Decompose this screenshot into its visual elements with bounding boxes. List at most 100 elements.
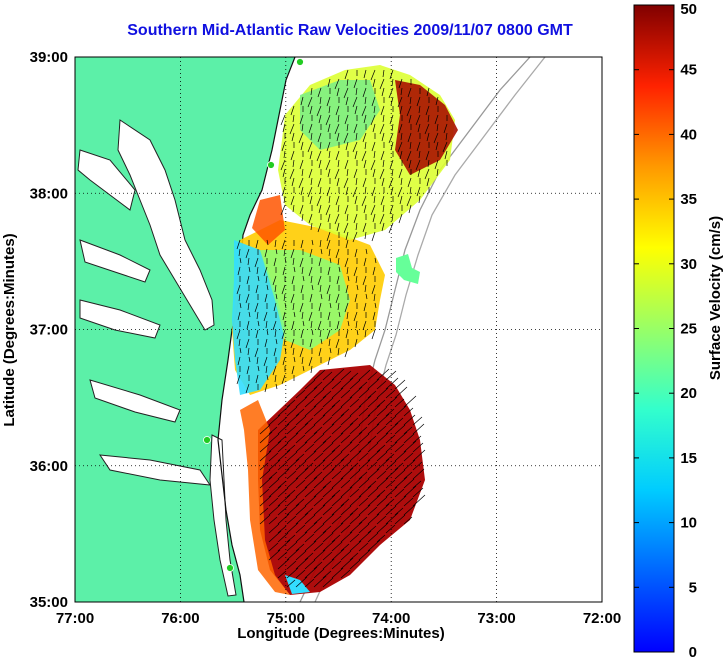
radar-station-marker[interactable] (296, 58, 304, 66)
velocity-arrow (280, 204, 286, 216)
velocity-arrow (367, 468, 380, 480)
velocity-arrow (354, 338, 358, 348)
velocity-arrow (238, 293, 241, 302)
velocity-arrow (331, 548, 345, 561)
velocity-arrow (358, 478, 370, 489)
velocity-arrow (358, 459, 371, 471)
velocity-arrow (380, 150, 385, 161)
velocity-arrow (391, 168, 394, 177)
velocity-arrow (304, 462, 314, 471)
velocity-arrow (345, 96, 349, 106)
velocity-arrow (246, 365, 250, 375)
velocity-arrow (403, 452, 414, 462)
velocity-arrow (317, 132, 322, 143)
velocity-arrow (302, 320, 305, 327)
velocity-arrow (255, 329, 259, 339)
velocity-arrow (376, 477, 389, 489)
velocity-arrow (274, 239, 277, 248)
velocity-arrow (394, 379, 406, 390)
velocity-arrow (299, 347, 304, 358)
velocity-arrow (349, 431, 363, 444)
velocity-arrow (372, 78, 376, 88)
velocity-arrow (322, 390, 332, 399)
velocity-arrow (371, 231, 376, 242)
velocity-arrow (343, 222, 349, 234)
velocity-arrow (268, 478, 280, 489)
velocity-arrow (385, 422, 399, 435)
velocity-arrow (309, 150, 313, 160)
velocity-arrow (389, 114, 394, 125)
velocity-arrow (336, 87, 340, 97)
velocity-arrow (358, 523, 370, 534)
velocity-arrow (236, 374, 241, 385)
velocity-arrow (346, 78, 349, 87)
velocity-arrow (336, 132, 340, 142)
velocity-arrow (313, 433, 325, 444)
velocity-field-north-edge (252, 195, 285, 245)
velocity-arrow (340, 543, 350, 552)
velocity-arrow (286, 579, 296, 588)
velocity-field-isolated (396, 254, 420, 284)
velocity-arrow (248, 311, 251, 318)
velocity-arrow (370, 159, 376, 171)
velocity-arrow (403, 516, 413, 525)
velocity-arrow (277, 539, 291, 552)
velocity-arrow (381, 132, 385, 142)
velocity-arrow (371, 329, 376, 340)
velocity-arrow (390, 141, 394, 151)
velocity-arrow (412, 423, 425, 435)
velocity-arrow (394, 514, 406, 525)
velocity-arrow (372, 266, 376, 276)
velocity-arrow (412, 442, 424, 453)
velocity-arrow (349, 424, 361, 435)
velocity-arrow (308, 123, 313, 134)
velocity-arrow (394, 443, 405, 453)
colorbar-tick-label: 5 (689, 579, 697, 596)
velocity-arrow (358, 542, 369, 552)
y-tick-label: 39:00 (30, 49, 68, 66)
velocity-arrow (286, 413, 300, 426)
velocity-arrow (259, 488, 270, 498)
velocity-arrow (245, 248, 250, 259)
velocity-arrow (328, 195, 331, 204)
velocity-arrow (245, 383, 250, 394)
velocity-arrow (331, 458, 345, 471)
velocity-arrow (254, 302, 259, 313)
velocity-arrow (272, 365, 277, 376)
velocity-arrow (300, 329, 304, 339)
velocity-arrow (295, 498, 305, 507)
velocity-arrow (442, 141, 448, 153)
velocity-arrow (427, 159, 430, 168)
velocity-arrow (349, 552, 359, 561)
radar-station-marker[interactable] (203, 436, 211, 444)
velocity-arrow (309, 293, 313, 303)
velocity-arrow (304, 398, 315, 408)
velocity-arrow (247, 302, 250, 311)
velocity-arrow (256, 266, 259, 275)
velocity-arrow (345, 141, 349, 151)
velocity-arrow (322, 404, 336, 417)
velocity-arrow (415, 114, 421, 126)
velocity-arrow (358, 471, 368, 480)
velocity-arrow (334, 78, 340, 90)
velocity-arrow (292, 159, 295, 168)
velocity-arrow (408, 159, 412, 169)
velocity-arrow (344, 302, 349, 313)
velocity-arrow (385, 524, 396, 534)
velocity-arrow (313, 395, 327, 408)
velocity-arrow (385, 512, 399, 525)
velocity-arrow (408, 204, 412, 214)
velocity-arrow (340, 498, 350, 507)
velocity-arrow (310, 365, 313, 374)
velocity-arrow (349, 495, 362, 507)
velocity-arrow (313, 471, 323, 480)
radar-station-marker[interactable] (226, 564, 234, 572)
velocity-arrow (263, 356, 268, 367)
velocity-arrow (293, 311, 296, 318)
velocity-arrow (317, 87, 322, 98)
velocity-arrow (345, 239, 349, 249)
radar-station-marker[interactable] (267, 161, 275, 169)
velocity-arrow (436, 123, 439, 132)
velocity-arrow (445, 132, 448, 141)
